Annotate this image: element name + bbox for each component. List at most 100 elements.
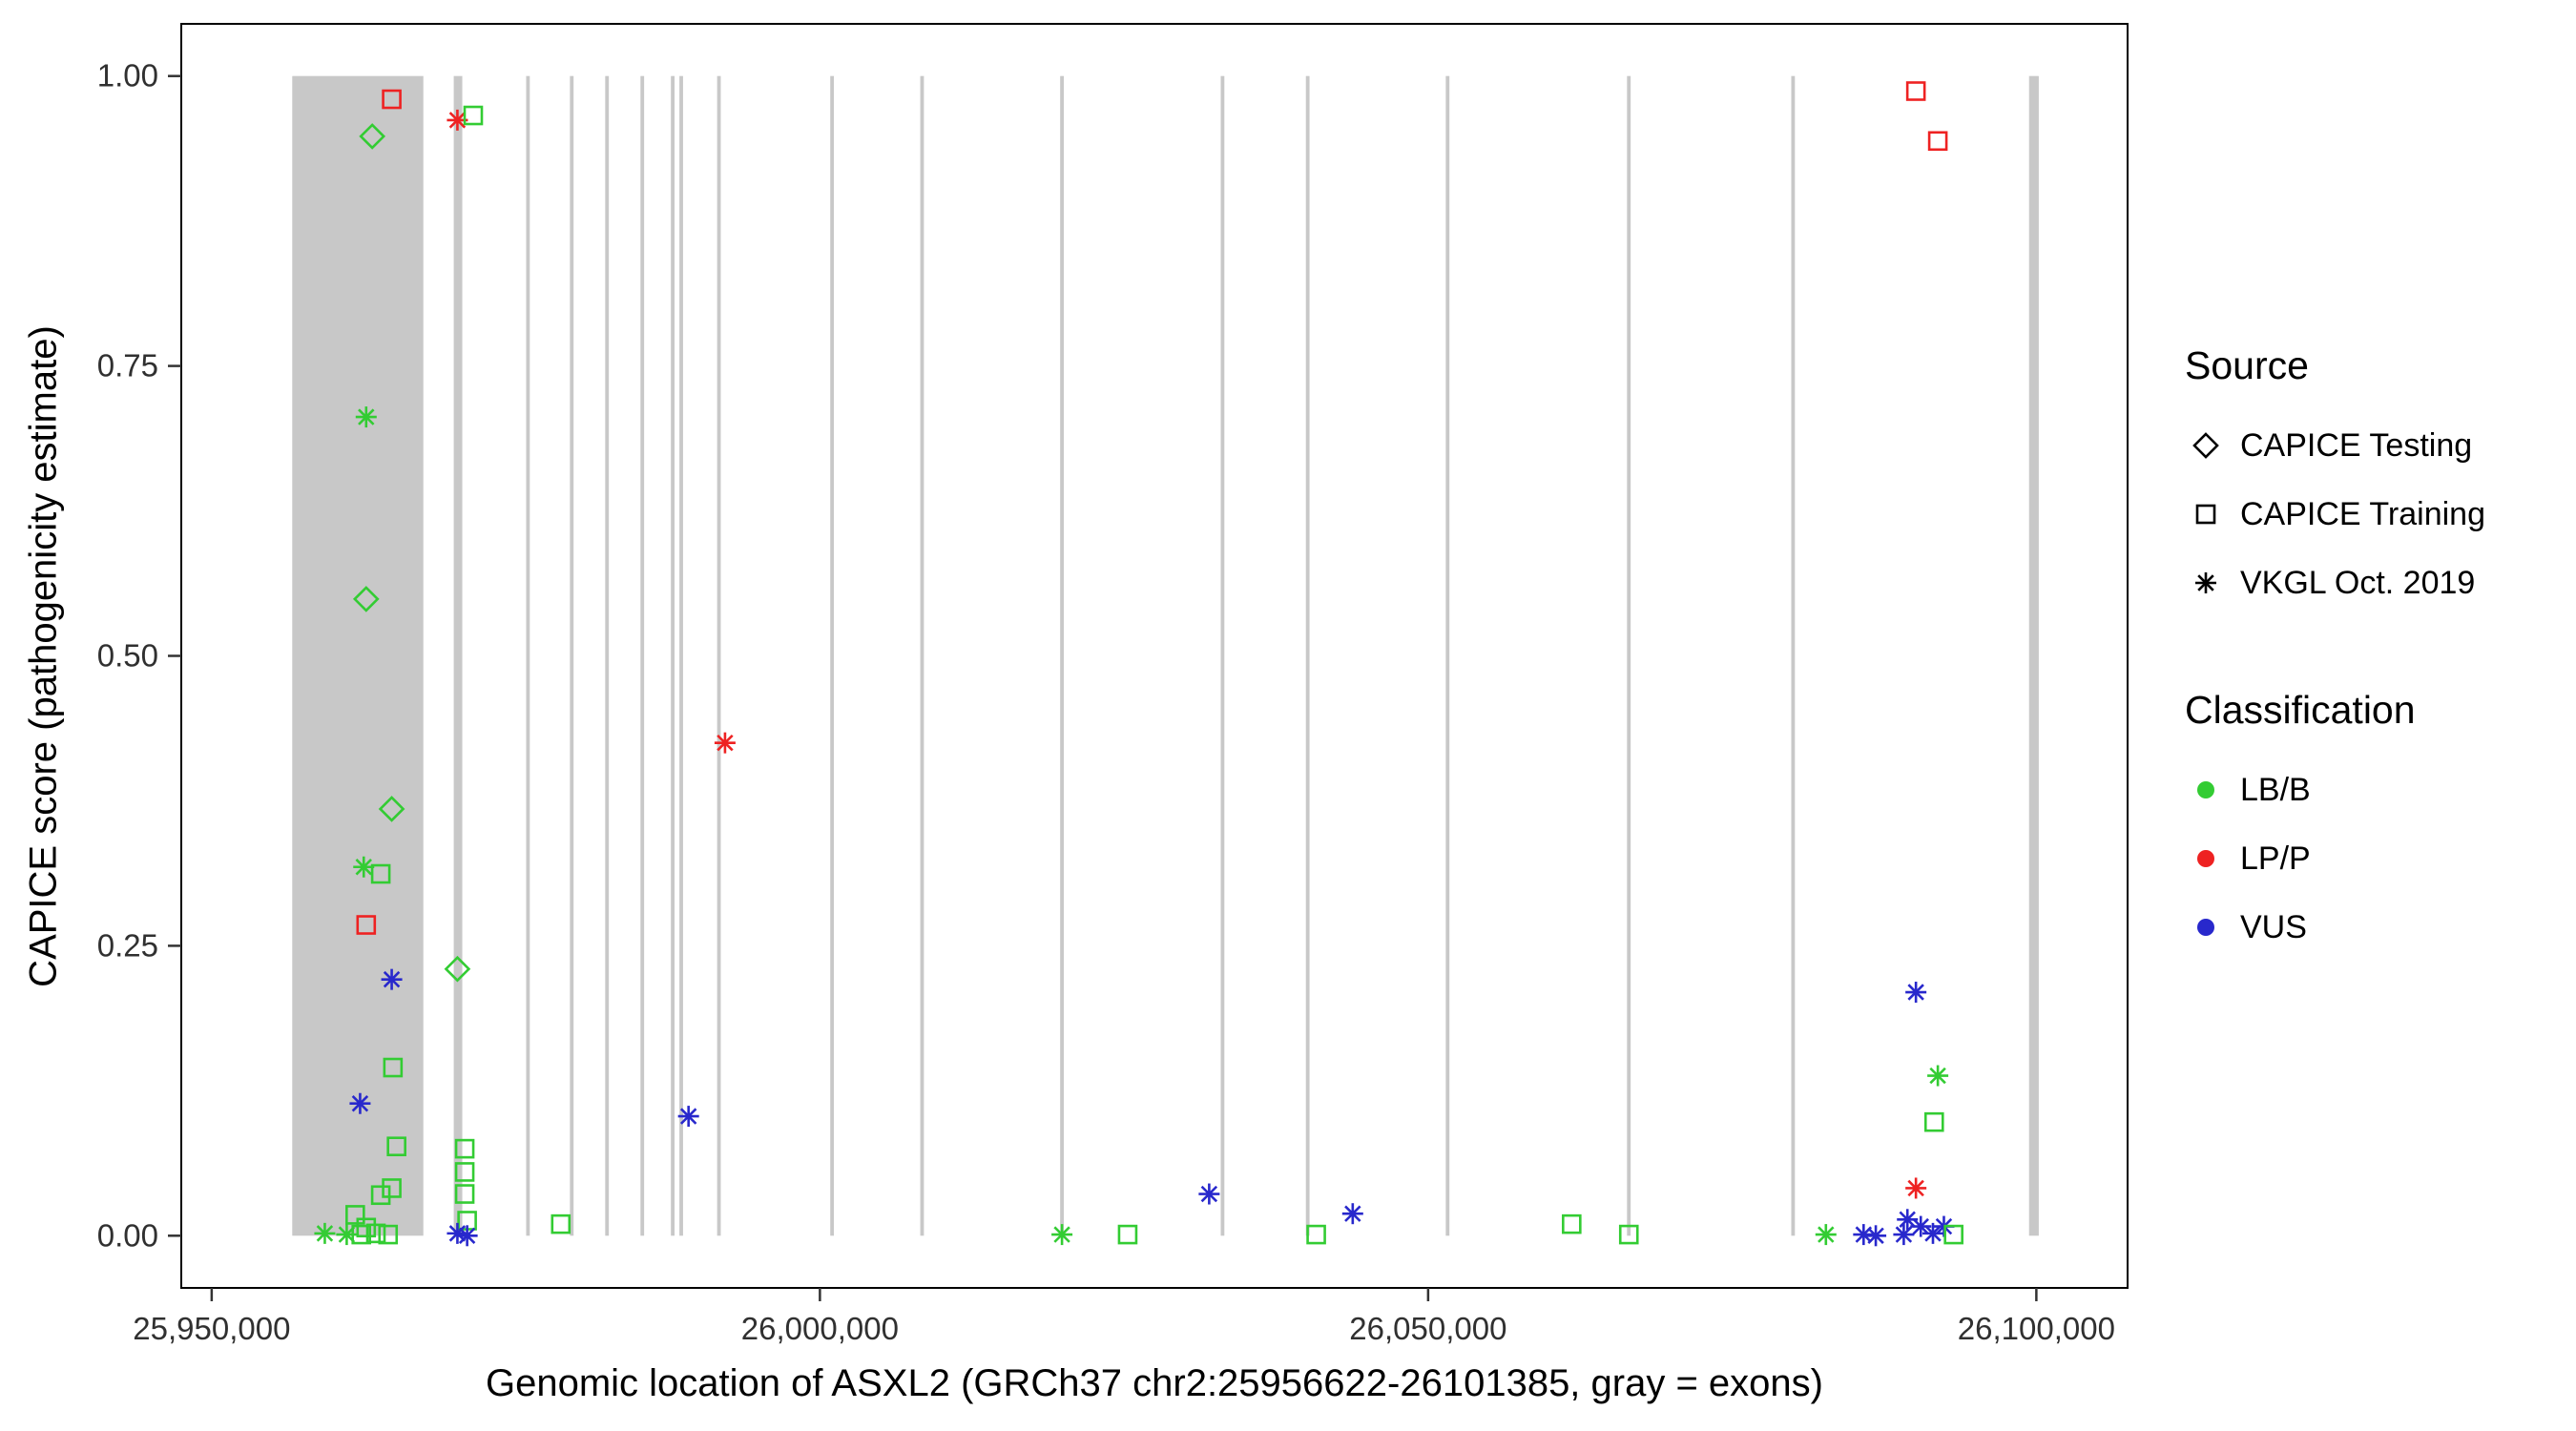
data-point-square — [1117, 1224, 1138, 1245]
data-point-diamond — [352, 586, 380, 612]
x-tick-label: 25,950,000 — [133, 1311, 290, 1346]
exon-band — [671, 75, 675, 1236]
y-tick-label: 1.00 — [97, 58, 158, 93]
data-point-square — [1618, 1224, 1639, 1245]
legend-item-vkgl: VKGL Oct. 2019 — [2185, 549, 2485, 617]
data-point-square — [463, 105, 484, 126]
blue-dot-icon — [2185, 906, 2227, 948]
data-point-square — [1562, 1213, 1582, 1234]
legend-title-classification: Classification — [2185, 688, 2416, 732]
data-point-asterisk — [1893, 1224, 1915, 1246]
data-point-asterisk — [1905, 1177, 1927, 1199]
x-tick-label: 26,100,000 — [1958, 1311, 2115, 1346]
data-point-asterisk — [714, 732, 736, 754]
square-icon — [2185, 493, 2227, 535]
diamond-icon — [2185, 425, 2227, 467]
x-tick-label: 26,000,000 — [741, 1311, 899, 1346]
data-point-asterisk — [336, 1224, 358, 1246]
asterisk-icon — [2185, 562, 2227, 604]
x-tick-label: 26,050,000 — [1349, 1311, 1506, 1346]
exon-band — [1627, 75, 1631, 1236]
legend-label: LB/B — [2240, 771, 2311, 808]
data-point-asterisk — [1815, 1224, 1837, 1246]
data-point-square — [382, 89, 402, 110]
data-point-square — [1927, 131, 1948, 152]
y-tick-label: 0.75 — [97, 348, 158, 384]
y-tick-label: 0.00 — [97, 1217, 158, 1253]
data-point-asterisk — [1927, 1065, 1949, 1087]
data-point-asterisk — [355, 406, 377, 428]
exon-band — [1791, 75, 1796, 1236]
exon-band — [679, 75, 683, 1236]
data-point-square — [383, 1057, 404, 1078]
exon-band — [453, 75, 463, 1236]
legend-label: VKGL Oct. 2019 — [2240, 564, 2476, 601]
data-point-square — [454, 1162, 475, 1182]
exon-band — [2028, 75, 2039, 1236]
data-point-asterisk — [1922, 1222, 1943, 1244]
plot-panel-border — [180, 23, 2129, 1289]
x-axis-title: Genomic location of ASXL2 (GRCh37 chr2:2… — [486, 1362, 1823, 1404]
data-point-asterisk — [1905, 982, 1927, 1004]
exon-band — [1220, 75, 1225, 1236]
data-point-asterisk — [349, 1092, 371, 1114]
data-point-square — [454, 1184, 475, 1204]
legend-item-capice-testing: CAPICE Testing — [2185, 411, 2485, 480]
legend-label: VUS — [2240, 908, 2307, 945]
legend-item-capice-training: CAPICE Training — [2185, 480, 2485, 549]
exon-band — [1445, 75, 1450, 1236]
exon-band — [920, 75, 924, 1236]
data-point-square — [551, 1213, 571, 1234]
legend-label: CAPICE Testing — [2240, 426, 2473, 464]
data-point-square — [1905, 81, 1926, 101]
green-dot-icon — [2185, 769, 2227, 811]
data-point-asterisk — [314, 1222, 336, 1244]
data-point-asterisk — [1865, 1225, 1887, 1247]
red-dot-icon — [2185, 838, 2227, 880]
data-point-square — [378, 1224, 399, 1245]
data-point-diamond — [378, 796, 405, 822]
data-point-asterisk — [1051, 1224, 1073, 1246]
data-point-asterisk — [456, 1225, 478, 1247]
y-tick-label: 0.50 — [97, 638, 158, 674]
data-point-asterisk — [353, 856, 375, 878]
legend-item-lpp: LP/P — [2185, 824, 2485, 893]
data-point-asterisk — [677, 1106, 699, 1128]
exon-band — [1060, 75, 1065, 1236]
legend: Source CAPICE Testing CAPICE Training — [2185, 343, 2485, 962]
data-point-diamond — [444, 955, 471, 983]
legend-item-lbb: LB/B — [2185, 756, 2485, 824]
data-point-square — [1923, 1111, 1944, 1132]
legend-title-source: Source — [2185, 343, 2309, 387]
data-point-square — [1943, 1224, 1963, 1245]
exon-band — [1305, 75, 1310, 1236]
exon-band — [640, 75, 645, 1236]
legend-group-source: Source CAPICE Testing CAPICE Training — [2185, 343, 2485, 617]
legend-item-vus: VUS — [2185, 893, 2485, 962]
exon-band — [292, 75, 424, 1236]
legend-group-classification: Classification LB/B LP/P VUS — [2185, 688, 2485, 962]
exon-band — [717, 75, 721, 1236]
data-point-square — [454, 1138, 475, 1159]
legend-label: CAPICE Training — [2240, 495, 2485, 532]
exon-band — [830, 75, 835, 1236]
data-point-square — [365, 1223, 386, 1244]
data-point-asterisk — [1910, 1215, 1932, 1237]
data-point-square — [386, 1136, 406, 1156]
data-point-asterisk — [1897, 1209, 1919, 1231]
data-point-square — [356, 915, 377, 935]
y-tick-label: 0.25 — [97, 927, 158, 963]
data-point-asterisk — [1198, 1183, 1220, 1205]
y-axis-title: CAPICE score (pathogenicity estimate) — [22, 325, 65, 987]
data-point-square — [370, 863, 391, 884]
data-point-square — [370, 1185, 391, 1206]
data-point-asterisk — [381, 968, 403, 990]
data-point-square — [345, 1205, 365, 1225]
data-point-diamond — [359, 123, 386, 150]
exon-band — [570, 75, 574, 1236]
data-point-asterisk — [1341, 1203, 1363, 1225]
data-point-square — [382, 1178, 402, 1198]
data-point-square — [1306, 1224, 1326, 1245]
